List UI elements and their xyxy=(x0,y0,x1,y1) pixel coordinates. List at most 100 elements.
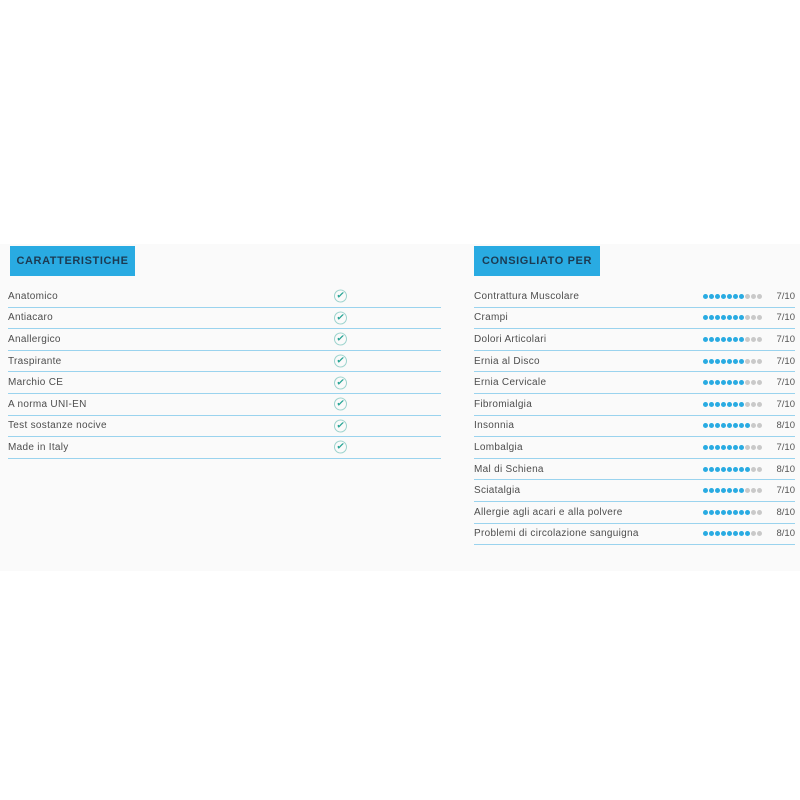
feature-label: Traspirante xyxy=(8,355,62,367)
dot-empty-icon xyxy=(751,488,756,494)
rating-dots xyxy=(703,336,762,342)
dot-filled-icon xyxy=(739,336,744,342)
dot-empty-icon xyxy=(757,509,762,515)
dot-empty-icon xyxy=(745,380,750,386)
dot-empty-icon xyxy=(745,444,750,450)
dot-filled-icon xyxy=(715,293,720,299)
feature-row: Test sostanze nocive ✓ xyxy=(8,416,441,438)
dot-empty-icon xyxy=(745,293,750,299)
dot-filled-icon xyxy=(709,423,714,429)
recommendation-label: Lombalgia xyxy=(474,441,523,453)
feature-label: Marchio CE xyxy=(8,377,64,389)
dot-filled-icon xyxy=(733,358,738,364)
rating-score: 7/10 xyxy=(776,398,796,410)
dot-filled-icon xyxy=(715,315,720,321)
dot-filled-icon xyxy=(739,466,744,472)
dot-filled-icon xyxy=(739,293,744,299)
recommendation-label: Problemi di circolazione sanguigna xyxy=(474,528,639,540)
dot-filled-icon xyxy=(709,509,714,515)
dot-filled-icon xyxy=(727,401,732,407)
dot-empty-icon xyxy=(757,336,762,342)
dot-filled-icon xyxy=(727,444,732,450)
dot-filled-icon xyxy=(733,315,738,321)
dot-filled-icon xyxy=(715,488,720,494)
rating-dots xyxy=(703,423,762,429)
recommendation-row: Dolori Articolari 7/10 xyxy=(474,329,795,351)
dot-filled-icon xyxy=(727,380,732,386)
recommendation-label: Crampi xyxy=(474,312,509,324)
recommendation-row: Mal di Schiena 8/10 xyxy=(474,459,795,481)
dot-empty-icon xyxy=(751,444,756,450)
dot-filled-icon xyxy=(715,466,720,472)
dot-filled-icon xyxy=(709,401,714,407)
dot-empty-icon xyxy=(745,336,750,342)
dot-filled-icon xyxy=(727,531,732,537)
dot-filled-icon xyxy=(727,358,732,364)
dot-filled-icon xyxy=(739,401,744,407)
dot-filled-icon xyxy=(745,466,750,472)
dot-filled-icon xyxy=(745,531,750,537)
product-specs-section: CARATTERISTICHE CONSIGLIATO PER Anatomic… xyxy=(0,244,800,571)
dot-filled-icon xyxy=(733,336,738,342)
feature-row: Traspirante ✓ xyxy=(8,351,441,373)
recommendation-label: Mal di Schiena xyxy=(474,463,544,475)
dot-filled-icon xyxy=(721,466,726,472)
rating-score: 8/10 xyxy=(776,420,796,432)
dot-filled-icon xyxy=(733,423,738,429)
feature-row: A norma UNI-EN ✓ xyxy=(8,394,441,416)
dot-filled-icon xyxy=(709,358,714,364)
dot-filled-icon xyxy=(739,444,744,450)
caratteristiche-title: CARATTERISTICHE xyxy=(16,255,129,267)
rating-dots xyxy=(703,466,762,472)
rating-score: 8/10 xyxy=(776,528,796,540)
dot-empty-icon xyxy=(757,358,762,364)
dot-filled-icon xyxy=(703,488,708,494)
consigliato-list: Contrattura Muscolare 7/10 Crampi 7/10 D… xyxy=(474,286,796,546)
dot-empty-icon xyxy=(751,336,756,342)
dot-empty-icon xyxy=(751,380,756,386)
dot-empty-icon xyxy=(745,358,750,364)
dot-filled-icon xyxy=(727,509,732,515)
dot-filled-icon xyxy=(715,531,720,537)
dot-filled-icon xyxy=(715,423,720,429)
rating-score: 7/10 xyxy=(776,355,796,367)
rating-score: 7/10 xyxy=(776,441,796,453)
dot-filled-icon xyxy=(703,466,708,472)
rating-score: 7/10 xyxy=(776,485,796,497)
feature-row: Anatomico ✓ xyxy=(8,286,441,308)
recommendation-row: Lombalgia 7/10 xyxy=(474,437,795,459)
dot-filled-icon xyxy=(703,423,708,429)
dot-filled-icon xyxy=(727,488,732,494)
dot-filled-icon xyxy=(703,315,708,321)
dot-empty-icon xyxy=(745,315,750,321)
rating-dots xyxy=(703,293,762,299)
dot-filled-icon xyxy=(727,315,732,321)
dot-empty-icon xyxy=(751,423,756,429)
recommendation-row: Crampi 7/10 xyxy=(474,308,795,330)
recommendation-row: Allergie agli acari e alla polvere 8/10 xyxy=(474,502,795,524)
dot-filled-icon xyxy=(715,336,720,342)
dot-filled-icon xyxy=(739,531,744,537)
dot-filled-icon xyxy=(739,488,744,494)
dot-filled-icon xyxy=(733,466,738,472)
recommendation-row: Sciatalgia 7/10 xyxy=(474,480,795,502)
recommendation-row: Insonnia 8/10 xyxy=(474,416,795,438)
dot-filled-icon xyxy=(733,488,738,494)
dot-empty-icon xyxy=(757,423,762,429)
caratteristiche-header: CARATTERISTICHE xyxy=(10,246,135,276)
recommendation-label: Dolori Articolari xyxy=(474,333,547,345)
caratteristiche-list: Anatomico ✓ Antiacaro ✓ Anallergico ✓ Tr… xyxy=(8,286,441,459)
dot-filled-icon xyxy=(703,380,708,386)
feature-row: Antiacaro ✓ xyxy=(8,308,441,330)
dot-filled-icon xyxy=(727,293,732,299)
recommendation-label: Contrattura Muscolare xyxy=(474,290,580,302)
dot-filled-icon xyxy=(709,466,714,472)
recommendation-label: Allergie agli acari e alla polvere xyxy=(474,506,623,518)
recommendation-row: Fibromialgia 7/10 xyxy=(474,394,795,416)
rating-dots xyxy=(703,380,762,386)
rating-score: 8/10 xyxy=(776,463,796,475)
rating-score: 7/10 xyxy=(776,290,796,302)
dot-filled-icon xyxy=(739,380,744,386)
dot-empty-icon xyxy=(757,531,762,537)
dot-filled-icon xyxy=(721,336,726,342)
